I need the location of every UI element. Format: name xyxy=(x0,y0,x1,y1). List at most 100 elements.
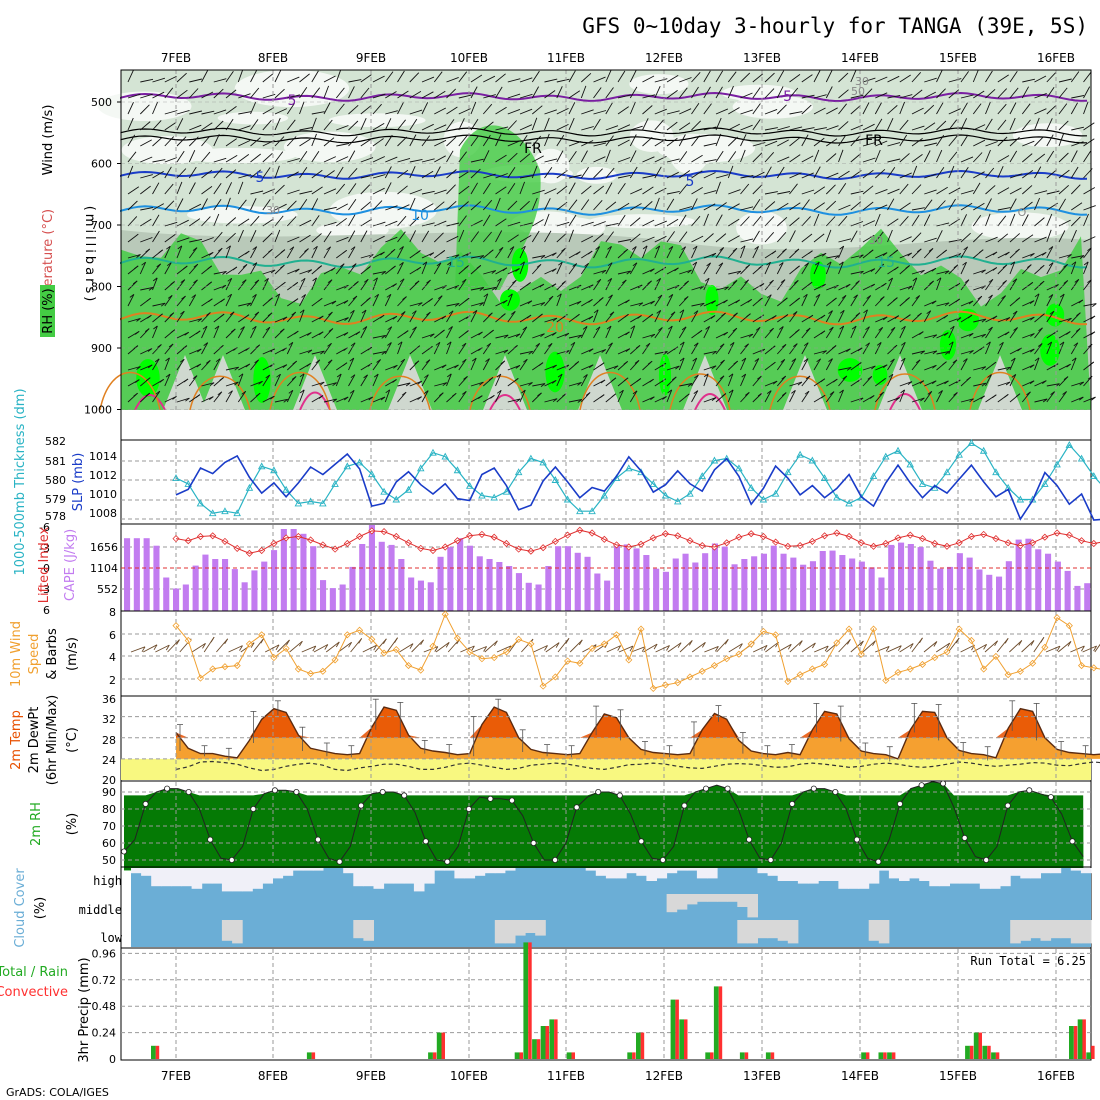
wind-barb xyxy=(740,149,746,163)
wind-barb xyxy=(1071,126,1084,131)
ylabel-thickness: 1000-500mb Thickness (dm) xyxy=(13,388,28,575)
wind-barb-flag xyxy=(795,265,800,270)
wind10-barb-flag xyxy=(860,640,864,647)
wind-barb xyxy=(348,79,362,83)
wind-barb xyxy=(1083,122,1095,131)
thickness-point xyxy=(747,483,755,491)
wind-barb-flag xyxy=(448,310,454,315)
wind-barb xyxy=(458,201,469,211)
wind-barb xyxy=(164,246,171,259)
wind-barb xyxy=(409,230,417,243)
wind-barb-flag xyxy=(363,374,368,379)
wind-barb xyxy=(507,120,517,131)
wind-barb xyxy=(323,156,336,163)
wind-barb xyxy=(985,141,998,147)
ylabel-cape: CAPE (J/kg) xyxy=(63,529,78,601)
wind-barb xyxy=(335,183,346,195)
cloud-cell xyxy=(131,868,142,874)
wind-barb xyxy=(654,278,662,291)
wind-barb xyxy=(189,203,202,211)
wind-barb xyxy=(1070,229,1077,243)
wind-barb xyxy=(176,237,190,243)
wind-barb xyxy=(960,332,974,339)
wind10-barb-flag xyxy=(666,645,670,651)
wind-barb-flag xyxy=(992,394,997,399)
contour-label: 30 xyxy=(266,204,280,217)
wind-barb xyxy=(262,278,269,291)
wind-barb-flag xyxy=(769,279,774,284)
wind-barb xyxy=(482,231,492,243)
rh-point xyxy=(573,804,580,811)
wind-barb xyxy=(580,326,588,339)
wind-barb xyxy=(948,359,958,371)
cape-bar xyxy=(143,538,150,611)
wind-barb xyxy=(777,191,791,195)
contour-30 xyxy=(134,391,921,411)
wind-barb xyxy=(630,217,641,227)
wind-barb-flag xyxy=(417,396,422,401)
wind10-barb-flag xyxy=(617,645,622,651)
wind-barb-flag xyxy=(392,315,398,320)
wind-barb-flag xyxy=(1039,280,1045,285)
cloud-cell xyxy=(868,868,880,884)
precip-total-bar xyxy=(627,1052,633,1059)
wind-barb xyxy=(225,118,234,131)
wind-barb-flag xyxy=(572,263,577,267)
wind-barb-flag xyxy=(167,295,173,299)
slp-tick: 1008 xyxy=(89,507,117,520)
wind-barb xyxy=(127,186,140,195)
wind-barb xyxy=(348,136,358,147)
precip-total-bar xyxy=(532,1039,537,1059)
wind-barb xyxy=(286,342,294,355)
cape-bar xyxy=(760,553,767,611)
wind-barb xyxy=(1009,233,1020,243)
cloud-cell xyxy=(1040,920,1052,941)
wind-barb xyxy=(299,127,313,131)
wind-barb xyxy=(225,155,238,163)
wind-barb-flag xyxy=(712,350,717,355)
wind-barb xyxy=(507,200,518,211)
wind-barb xyxy=(507,140,520,147)
wind-barb-flag xyxy=(932,364,937,369)
wind-barb xyxy=(728,189,741,195)
saturated-blob xyxy=(939,329,957,361)
wind-barb xyxy=(874,213,881,227)
wind10-barb xyxy=(691,642,706,653)
wind-barb-flag xyxy=(276,373,281,378)
cape-bar xyxy=(182,584,189,611)
wind-barb-flag xyxy=(814,261,820,266)
wind-barb xyxy=(519,235,532,243)
wind-barb xyxy=(923,150,931,163)
precip-total-bar xyxy=(670,999,676,1059)
precip-total-bar xyxy=(540,1026,546,1059)
wind-barb xyxy=(838,375,848,387)
wind-barb-flag xyxy=(133,392,138,397)
wind-barb-flag xyxy=(327,342,332,347)
rh-point xyxy=(530,840,537,847)
wind-barb-flag xyxy=(893,249,899,254)
wind-barb xyxy=(470,381,484,387)
wind-barb-flag xyxy=(704,277,710,282)
rh-point xyxy=(724,785,731,792)
wind-barb xyxy=(764,294,772,307)
wind-barb xyxy=(434,382,447,387)
rh-point xyxy=(1004,802,1011,809)
wind-barb-flag xyxy=(392,379,397,383)
wind-barb-flag xyxy=(158,313,163,318)
rh-point xyxy=(293,789,300,796)
wind-barb xyxy=(813,350,827,355)
precip-total-bar xyxy=(306,1052,312,1059)
wind-barb-flag xyxy=(508,293,513,298)
wind-barb xyxy=(617,214,626,227)
wind-barb xyxy=(605,149,611,163)
wind-barb xyxy=(299,167,308,179)
li-tick: 6 xyxy=(43,604,50,617)
wind-barb-flag xyxy=(892,344,898,349)
wind-barb-flag xyxy=(988,278,994,283)
wind-barb xyxy=(434,285,447,291)
wind-barb xyxy=(568,300,582,307)
wind-barb-flag xyxy=(399,246,404,250)
cloud-cell xyxy=(504,868,516,871)
